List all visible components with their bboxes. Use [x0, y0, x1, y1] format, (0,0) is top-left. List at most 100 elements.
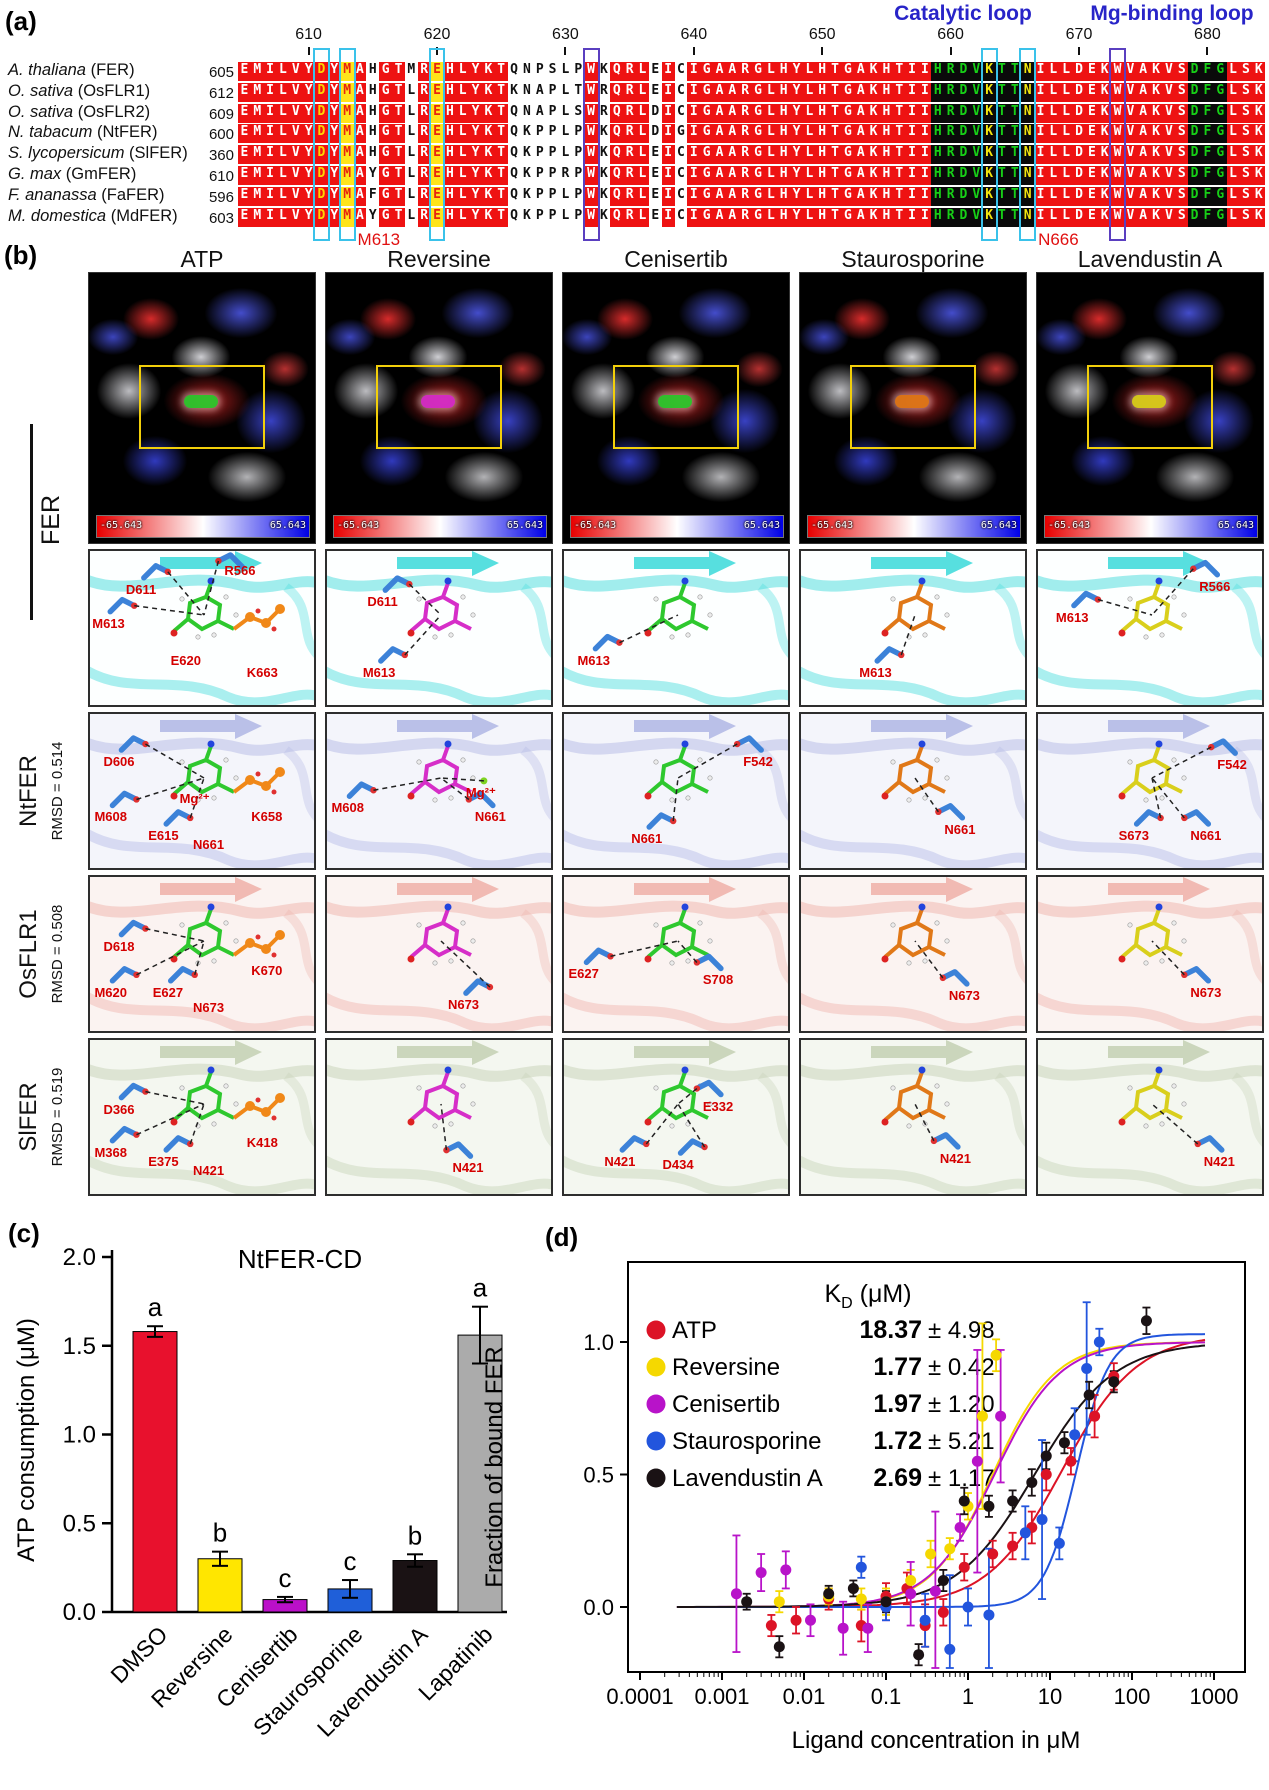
residue-cell: A: [353, 145, 367, 165]
residue-cell: G: [1213, 124, 1227, 144]
residue-cell: A: [1136, 207, 1150, 227]
ribbon: [318, 899, 559, 919]
species-name: O. sativa: [8, 81, 74, 100]
residue-cell: T: [892, 207, 906, 227]
residue-cell: L: [636, 207, 649, 227]
residue-cell: V: [1123, 62, 1137, 81]
residue-cell: P: [571, 62, 585, 81]
residue-cell: A: [353, 207, 367, 227]
residue-cell: A: [725, 166, 739, 185]
phosphorus-atom: [261, 944, 271, 954]
residue-cell: I: [905, 103, 919, 123]
residue-cell: I: [687, 166, 701, 185]
residue-cell: P: [533, 62, 547, 81]
residue-cell: T: [995, 207, 1009, 227]
oxygen-atom: [407, 792, 415, 800]
residue-cell: V: [1123, 124, 1137, 144]
residue-cell: R: [623, 103, 637, 123]
residue-number-tick: 680: [1194, 26, 1221, 43]
h-bond: [167, 571, 205, 616]
ligand-sticks: [881, 577, 950, 640]
residue-cell: I: [905, 186, 919, 206]
residue-number-tick: 650: [808, 26, 836, 43]
residue-cell: R: [944, 62, 958, 81]
ribbon: [1231, 583, 1269, 663]
residue-label: E615: [148, 827, 179, 843]
residue-cell: I: [687, 207, 701, 227]
residue-label: D434: [662, 1157, 694, 1173]
residue-stick: [931, 1132, 961, 1150]
oxygen-atom: [215, 557, 222, 565]
residue-cell: A: [713, 103, 726, 123]
residue-cell: P: [533, 207, 547, 227]
hydrogen-atom: [1181, 1101, 1187, 1107]
species-label: G. max (GmFER): [8, 165, 200, 184]
residue-cell: E: [238, 186, 251, 206]
nitrogen-atom: [918, 903, 926, 911]
ligand-sticks: [170, 740, 285, 803]
residue-number-tick: 660: [937, 26, 964, 43]
residue-cell: T: [995, 124, 1009, 144]
beta-strand-arrow: [871, 1040, 973, 1065]
residue-cell: Q: [507, 207, 521, 227]
binding-site-panel: N421: [318, 1038, 563, 1197]
x-tick-label: 0.01: [783, 1684, 826, 1709]
hydrogen-atom: [1127, 596, 1133, 602]
residue-cell: H: [931, 124, 945, 144]
hydrogen-atom: [934, 594, 940, 600]
binding-site-drawing: [81, 551, 326, 708]
residue-cell: R: [623, 207, 637, 227]
oxygen-atom: [407, 629, 415, 637]
residue-cell: K: [867, 103, 880, 123]
residue-cell: Y: [469, 124, 482, 144]
residue-cell: L: [764, 166, 778, 185]
residue-cell: D: [1188, 207, 1201, 227]
residue-cell: H: [931, 207, 945, 227]
ribbon: [1029, 827, 1269, 871]
binding-site-drawing: [555, 714, 800, 871]
residue-cell: Y: [790, 82, 803, 102]
hydrogen-atom: [685, 958, 691, 964]
residue-cell: T: [892, 82, 906, 102]
residue-label: D618: [103, 938, 135, 954]
hydrogen-atom: [211, 795, 217, 801]
ligand-bond: [928, 945, 946, 957]
residue-cell: I: [687, 186, 701, 206]
binding-site-panel: N673: [792, 875, 1037, 1034]
residue-cell: G: [1213, 103, 1227, 123]
start-number: 610: [208, 168, 234, 185]
residue-cell: H: [815, 124, 829, 144]
residue-cell: G: [1213, 207, 1227, 227]
ligand-bond: [217, 782, 235, 794]
oxygen-atom: [1118, 792, 1126, 800]
h-bond: [900, 614, 916, 656]
residue-cell: G: [700, 103, 714, 123]
residue-cell: V: [1123, 207, 1137, 227]
data-point-atp: [1065, 1455, 1077, 1467]
hydrogen-atom: [906, 1123, 912, 1129]
binding-site-panel: M613: [555, 549, 800, 708]
binding-site-drawing: [555, 551, 800, 708]
ribbon: [318, 1062, 559, 1082]
residue-cell: I: [905, 145, 919, 165]
residue-cell: H: [443, 207, 457, 227]
residue-cell: C: [674, 207, 688, 227]
binding-site-panel: M613 R566: [1029, 549, 1269, 708]
residue-cell: H: [880, 186, 893, 206]
beta-strand-arrow: [397, 551, 499, 576]
residue-cell: W: [1111, 62, 1124, 81]
residue-cell: L: [802, 186, 816, 206]
h-bond: [136, 940, 205, 976]
residue-cell: K: [520, 186, 534, 206]
residue-cell: H: [777, 82, 791, 102]
residue-cell: T: [828, 103, 842, 123]
residue-cell: W: [584, 145, 598, 165]
binding-site-panel: N661: [792, 712, 1037, 871]
h-bond: [619, 614, 679, 644]
residue-cell: L: [1046, 207, 1060, 227]
residue-cell: L: [802, 145, 816, 165]
residue-cell: D: [957, 124, 970, 144]
species-name: S. lycopersicum: [8, 144, 125, 163]
ligand-bond: [1152, 745, 1161, 761]
electrostatic-scalebar: -65.643 65.643: [807, 515, 1021, 538]
